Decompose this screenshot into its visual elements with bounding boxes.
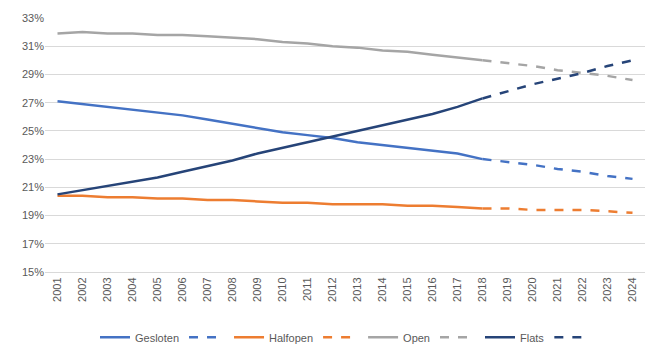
svg-text:19%: 19% — [22, 209, 44, 221]
svg-text:Flats: Flats — [520, 332, 544, 344]
svg-text:23%: 23% — [22, 153, 44, 165]
svg-text:2010: 2010 — [276, 277, 288, 301]
svg-text:29%: 29% — [22, 68, 44, 80]
svg-text:21%: 21% — [22, 181, 44, 193]
svg-text:2018: 2018 — [476, 277, 488, 301]
svg-text:15%: 15% — [22, 266, 44, 278]
svg-text:2014: 2014 — [376, 277, 388, 301]
svg-text:2009: 2009 — [251, 277, 263, 301]
svg-text:27%: 27% — [22, 97, 44, 109]
svg-text:2003: 2003 — [101, 277, 113, 301]
svg-text:2019: 2019 — [501, 277, 513, 301]
svg-text:2012: 2012 — [326, 277, 338, 301]
svg-text:2005: 2005 — [151, 277, 163, 301]
svg-text:Gesloten: Gesloten — [135, 332, 179, 344]
svg-text:2022: 2022 — [576, 277, 588, 301]
svg-text:2001: 2001 — [51, 277, 63, 301]
svg-text:33%: 33% — [22, 12, 44, 24]
svg-text:2015: 2015 — [401, 277, 413, 301]
svg-text:25%: 25% — [22, 125, 44, 137]
svg-text:2008: 2008 — [226, 277, 238, 301]
svg-text:2011: 2011 — [301, 277, 313, 301]
svg-text:2021: 2021 — [551, 277, 563, 301]
svg-text:2024: 2024 — [626, 277, 638, 301]
svg-text:2007: 2007 — [201, 277, 213, 301]
svg-text:2006: 2006 — [176, 277, 188, 301]
svg-text:Halfopen: Halfopen — [269, 332, 313, 344]
svg-text:2023: 2023 — [601, 277, 613, 301]
svg-text:2002: 2002 — [76, 277, 88, 301]
svg-text:2013: 2013 — [351, 277, 363, 301]
svg-text:2004: 2004 — [126, 277, 138, 301]
svg-text:Open: Open — [403, 332, 430, 344]
svg-text:31%: 31% — [22, 40, 44, 52]
svg-text:17%: 17% — [22, 238, 44, 250]
svg-text:2016: 2016 — [426, 277, 438, 301]
svg-text:2020: 2020 — [526, 277, 538, 301]
svg-text:2017: 2017 — [451, 277, 463, 301]
